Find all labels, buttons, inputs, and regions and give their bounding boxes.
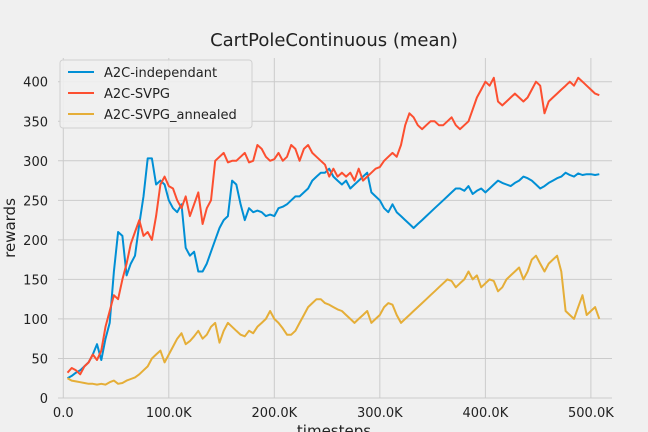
- x-tick-label: 100.0K: [146, 406, 192, 421]
- x-tick-label: 200.0K: [251, 406, 297, 421]
- y-tick-label: 0: [40, 392, 48, 407]
- x-tick-label: 500.0K: [568, 406, 614, 421]
- y-tick-label: 250: [23, 194, 48, 209]
- legend-label: A2C-independant: [104, 66, 217, 81]
- legend-label: A2C-SVPG_annealed: [104, 108, 237, 123]
- y-tick-label: 200: [23, 234, 48, 249]
- y-tick-label: 100: [23, 313, 48, 328]
- y-tick-label: 150: [23, 273, 48, 288]
- series-line-a2c-svpg-annealed: [67, 254, 601, 386]
- x-tick-label: 0.0: [53, 406, 74, 421]
- y-tick-label: 50: [31, 352, 48, 367]
- legend-box: [59, 59, 253, 129]
- x-axis-label: timesteps: [297, 422, 371, 432]
- y-axis-label: rewards: [1, 198, 19, 258]
- series-lines: [66, 76, 601, 386]
- series-line-a2c-svpg: [66, 76, 600, 376]
- y-tick-label: 400: [23, 76, 48, 91]
- x-tick-label: 300.0K: [357, 406, 403, 421]
- y-tick-label: 300: [23, 155, 48, 170]
- legend: A2C-independant A2C-SVPG A2C-SVPG_annealed: [59, 59, 253, 129]
- legend-label: A2C-SVPG: [104, 87, 170, 102]
- tick-labels: 0 50 100 150 200 250 300 350 400 0.0 100.0K 200.0K 3…: [23, 76, 614, 421]
- chart-title: CartPoleContinuous (mean): [210, 30, 458, 51]
- series-line-a2c-independant: [67, 157, 600, 380]
- x-tick-label: 400.0K: [462, 406, 508, 421]
- y-tick-label: 350: [23, 115, 48, 130]
